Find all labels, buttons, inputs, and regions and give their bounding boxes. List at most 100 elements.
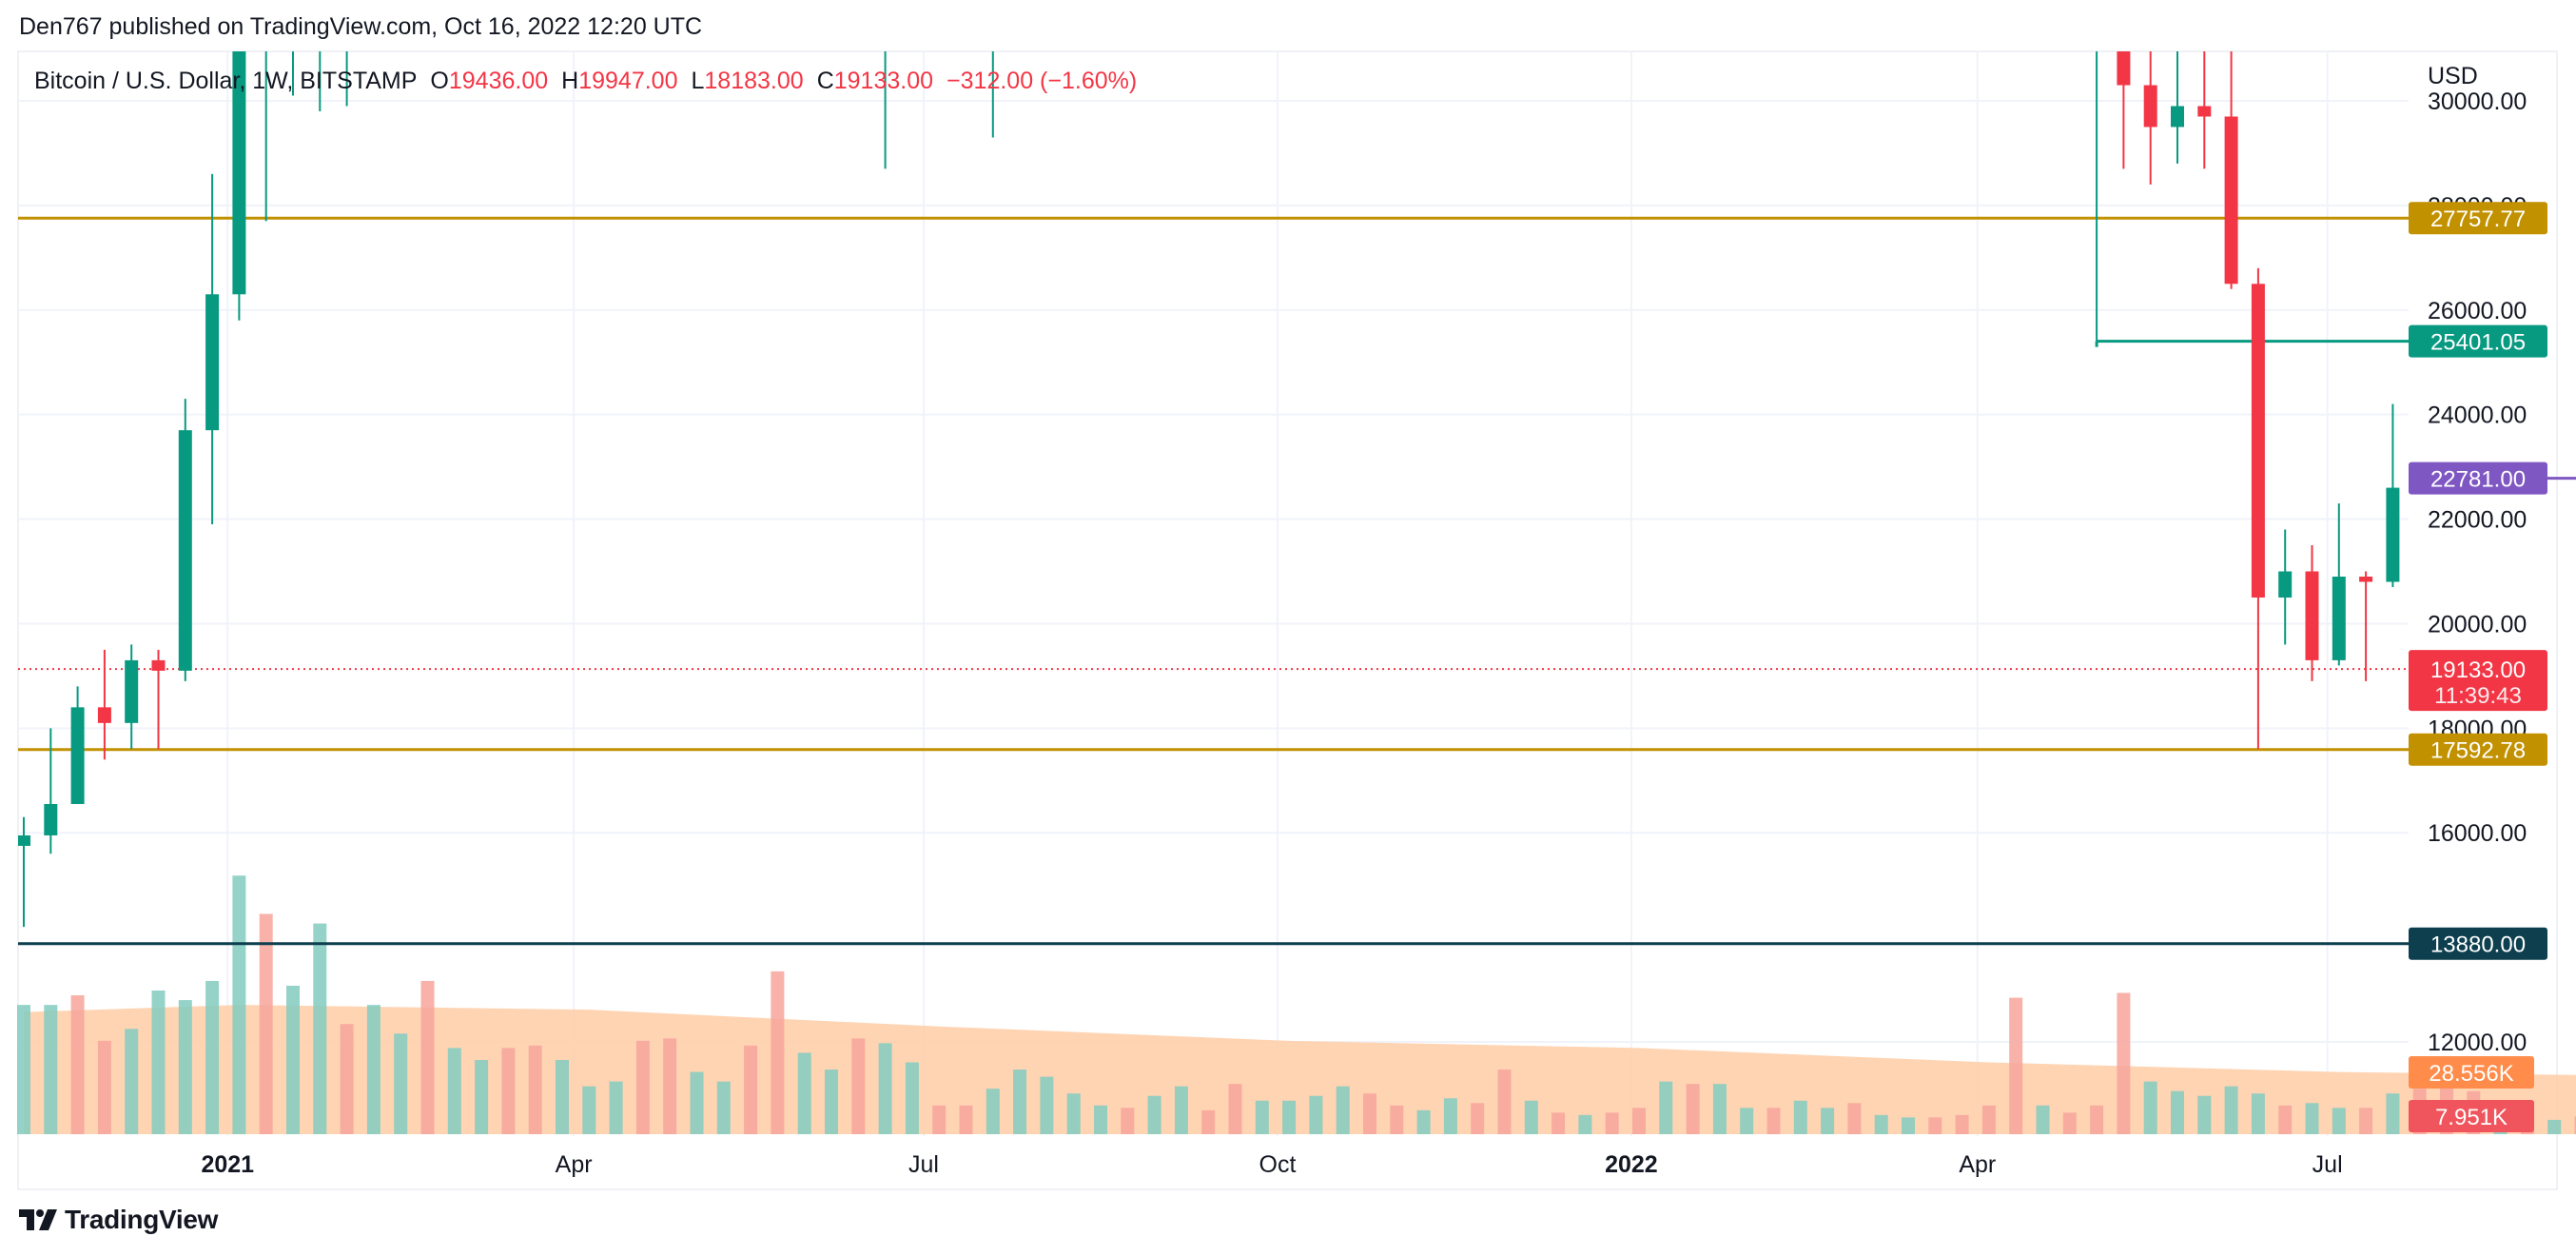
volume-bar (366, 1005, 381, 1134)
candle-body (2386, 487, 2400, 582)
volume-bar (1336, 1086, 1350, 1134)
support-17592-badge (2409, 733, 2547, 766)
volume-bar (556, 1059, 569, 1134)
currency-label: USD (2428, 63, 2478, 89)
volume-bar (1740, 1108, 1754, 1134)
volume-bar (1847, 1103, 1862, 1134)
candle-body (341, 49, 354, 50)
candle-body (663, 49, 676, 50)
candle-body (367, 49, 381, 50)
volume-bar (340, 1024, 354, 1134)
candle-body (2224, 116, 2238, 285)
candle-body (2171, 106, 2184, 128)
volume-bar (1766, 1108, 1781, 1134)
volume-bar (125, 1029, 139, 1134)
volume-bar (2090, 1105, 2104, 1134)
y-tick-label: 12000.00 (2428, 1030, 2527, 1056)
volume-bar (1874, 1114, 1888, 1134)
volume-bar (878, 1043, 892, 1134)
volume-bar (1981, 1105, 1996, 1134)
candle-body (556, 49, 569, 50)
candle-body (2251, 284, 2265, 598)
open-value: 19436.00 (449, 68, 548, 94)
volume-bar (1902, 1117, 1915, 1134)
volume-bar (1121, 1108, 1135, 1134)
volume-bar (17, 1005, 30, 1134)
x-tick-label: Apr (1959, 1151, 1996, 1178)
volume-bar (2386, 1093, 2400, 1134)
x-tick-label: Jul (908, 1151, 939, 1178)
low-value: 18183.00 (704, 68, 803, 94)
candle-body (879, 49, 892, 50)
volume-bar (1793, 1100, 1807, 1134)
volume-bar (420, 980, 435, 1134)
volume-bar (797, 1052, 811, 1134)
volume-label-badge (2409, 1100, 2534, 1132)
resistance-22781-badge (2409, 461, 2547, 495)
last-price-countdown: 11:39:43 (2434, 683, 2522, 709)
volume-bar (905, 1062, 919, 1134)
volume-label-text: 28.556K (2429, 1061, 2513, 1087)
y-tick-label: 24000.00 (2428, 402, 2527, 429)
close-value: 19133.00 (834, 68, 933, 94)
tradingview-logo[interactable]: TradingView (19, 1205, 218, 1235)
volume-bar (447, 1048, 461, 1134)
candle-body (717, 49, 731, 50)
volume-bar (1066, 1093, 1081, 1134)
volume-bar (1147, 1095, 1161, 1134)
volume-bar (2574, 1116, 2576, 1134)
candle-body (582, 49, 595, 50)
volume-bar (1363, 1093, 1376, 1134)
candle-body (18, 834, 30, 846)
resistance-25401-badge-text: 25401.05 (2430, 330, 2526, 356)
candle-body (286, 49, 300, 50)
candle-body (44, 804, 58, 835)
low-label: L (692, 68, 705, 94)
change-value: −312.00 (−1.60%) (946, 68, 1137, 94)
volume-bar (1821, 1108, 1835, 1134)
volume-bar (2197, 1095, 2212, 1134)
tradingview-logo-icon (19, 1209, 57, 1230)
symbol-name: Bitcoin / U.S. Dollar, 1W, BITSTAMP (34, 68, 417, 94)
volume-bar (1632, 1108, 1646, 1134)
candle-body (825, 49, 838, 50)
candle-body (313, 49, 326, 50)
volume-bar (663, 1038, 677, 1134)
volume-bar (1605, 1112, 1619, 1134)
support-13880-badge-text: 13880.00 (2430, 932, 2526, 958)
candle-body (932, 49, 946, 50)
volume-bar (97, 1040, 111, 1134)
candle-body (178, 430, 192, 671)
volume-bar (959, 1105, 973, 1134)
close-label: C (817, 68, 834, 94)
volume-bar (1416, 1109, 1431, 1134)
volume-bar (1201, 1109, 1216, 1134)
volume-bar (1712, 1084, 1727, 1134)
volume-bar (1390, 1105, 1404, 1134)
horizontal-lines (18, 216, 2576, 946)
support-13880-badge (2409, 927, 2547, 960)
candle-body (394, 49, 407, 50)
x-tick-label: Oct (1259, 1151, 1297, 1178)
volume-bar (1309, 1095, 1323, 1134)
grid (18, 51, 2409, 1136)
candle-body (744, 49, 757, 50)
candle-body (529, 49, 542, 50)
volume-bar (1013, 1070, 1027, 1134)
volume-bar (232, 875, 246, 1134)
volume-bar (2251, 1093, 2265, 1134)
candle-body (771, 49, 784, 50)
volume-bar (44, 1005, 58, 1134)
y-tick-label: 16000.00 (2428, 820, 2527, 847)
volume-bar (1040, 1076, 1054, 1134)
x-tick-label: Jul (2313, 1151, 2343, 1178)
volume-bar (1443, 1098, 1457, 1134)
volume-bar (2305, 1103, 2319, 1134)
volume-bar (313, 923, 327, 1134)
volume-bar (582, 1086, 596, 1134)
volume-bar (2359, 1108, 2373, 1134)
volume-bar (2278, 1105, 2293, 1134)
volume-bar (2332, 1108, 2346, 1134)
volume-bar (394, 1033, 408, 1134)
